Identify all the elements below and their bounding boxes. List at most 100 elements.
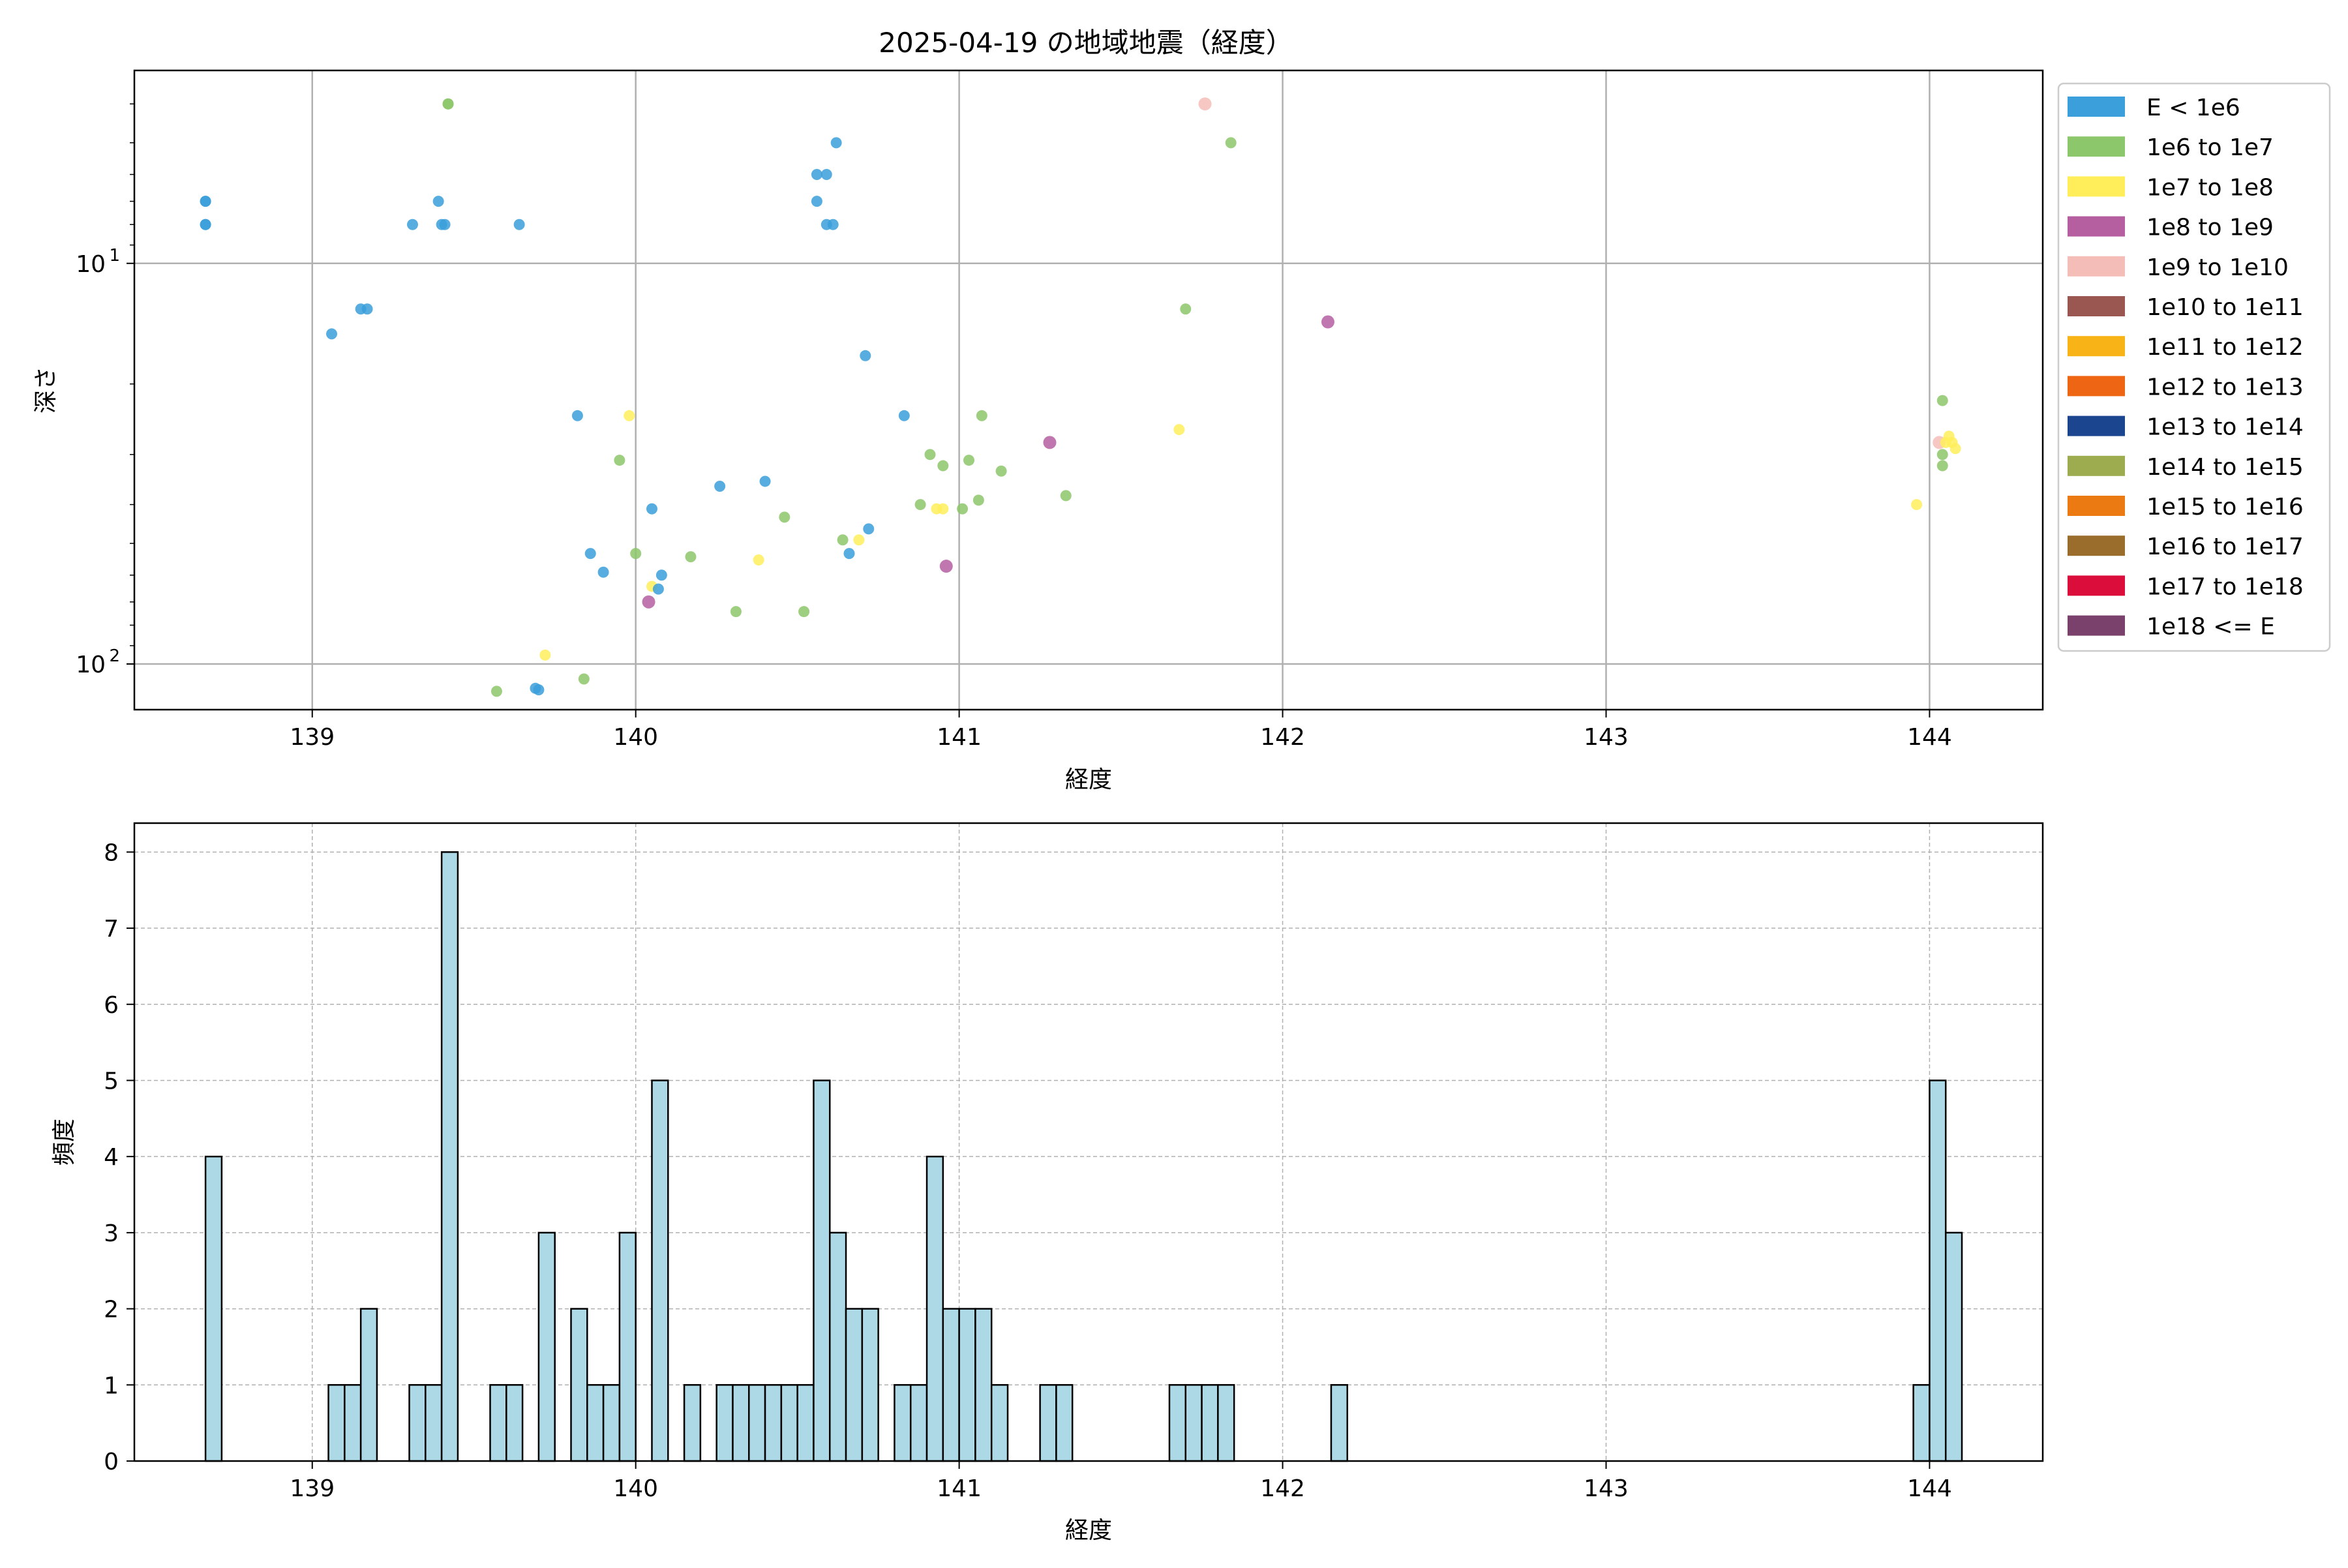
histogram-bar	[958, 1308, 976, 1462]
histogram-x-tick-label: 144	[1907, 1475, 1952, 1502]
histogram-y-tick-label: 5	[104, 1068, 119, 1094]
histogram-bar	[845, 1308, 864, 1462]
scatter-x-tick-label: 142	[1260, 724, 1305, 751]
histogram-bar	[683, 1384, 702, 1462]
histogram-bar	[651, 1079, 669, 1462]
scatter-point	[972, 494, 984, 506]
scatter-point	[1225, 137, 1237, 149]
legend-label: 1e8 to 1e9	[2146, 215, 2274, 241]
scatter-point	[830, 137, 842, 149]
legend-label: 1e7 to 1e8	[2146, 174, 2274, 201]
legend-swatch	[2068, 176, 2125, 197]
histogram-x-tick-label: 139	[290, 1475, 335, 1502]
histogram-bar	[1201, 1384, 1219, 1462]
histogram-bar	[537, 1231, 556, 1462]
scatter-point	[779, 511, 790, 523]
histogram-bar	[204, 1155, 223, 1462]
scatter-point	[853, 534, 865, 546]
legend-label: 1e14 to 1e15	[2146, 454, 2304, 481]
scatter-point	[811, 196, 822, 207]
legend-swatch	[2068, 496, 2125, 516]
scatter-plot-frame	[133, 69, 2044, 711]
histogram-x-tick-label: 140	[613, 1475, 658, 1502]
scatter-point	[1936, 395, 1948, 406]
histogram-bar	[408, 1384, 427, 1462]
scatter-point	[714, 480, 726, 492]
scatter-point	[642, 595, 655, 609]
scatter-point	[939, 560, 953, 573]
histogram-bar	[974, 1308, 993, 1462]
scatter-point	[439, 219, 451, 230]
histogram-x-tick-label: 142	[1260, 1475, 1305, 1502]
scatter-point	[655, 569, 667, 581]
histogram-bar	[796, 1384, 815, 1462]
legend-swatch	[2068, 256, 2125, 277]
legend-label: 1e12 to 1e13	[2146, 374, 2304, 400]
histogram-bar	[861, 1308, 879, 1462]
histogram-y-tick-label: 7	[104, 916, 119, 942]
legend-swatch	[2068, 216, 2125, 237]
scatter-point	[652, 583, 664, 595]
scatter-point	[630, 548, 642, 560]
scatter-point	[533, 684, 545, 696]
legend-swatch	[2068, 535, 2125, 556]
scatter-point	[798, 606, 810, 618]
scatter-point	[730, 606, 742, 618]
legend-label: 1e11 to 1e12	[2146, 334, 2304, 361]
scatter-point	[1060, 490, 1072, 502]
legend-swatch	[2068, 136, 2125, 157]
histogram-x-tick-label: 141	[937, 1475, 982, 1502]
scatter-point	[571, 410, 583, 421]
scatter-point	[924, 449, 936, 460]
scatter-x-tick-label: 144	[1907, 724, 1952, 751]
histogram-y-ticks: 0 1 2 3 4 5 6 7 8	[104, 839, 134, 1475]
scatter-point	[200, 219, 211, 230]
scatter-title: 2025-04-19 の地域地震（経度）	[879, 27, 1293, 59]
scatter-x-tick-label: 139	[290, 724, 335, 751]
scatter-point	[624, 410, 635, 421]
legend-swatch	[2068, 575, 2125, 596]
legend-label: 1e18 <= E	[2146, 614, 2275, 641]
histogram-bar	[425, 1384, 443, 1462]
scatter-point	[685, 551, 697, 563]
legend-label: 1e6 to 1e7	[2146, 134, 2274, 161]
histogram-x-tick-label: 143	[1584, 1475, 1629, 1502]
histogram-bar	[942, 1308, 960, 1462]
scatter-point	[863, 523, 875, 535]
legend-box	[2057, 82, 2331, 652]
legend-swatch	[2068, 376, 2125, 397]
histogram-bar	[813, 1079, 831, 1462]
histogram-bar	[1184, 1384, 1203, 1462]
scatter-point	[646, 503, 657, 515]
histogram-bar	[926, 1155, 944, 1462]
scatter-point	[1936, 449, 1948, 460]
scatter-point	[937, 460, 949, 472]
histogram-y-tick-label: 2	[104, 1297, 119, 1323]
legend-label: 1e10 to 1e11	[2146, 294, 2304, 321]
legend-label: 1e9 to 1e10	[2146, 254, 2289, 281]
legend-label: 1e13 to 1e14	[2146, 414, 2304, 441]
legend-swatch	[2068, 336, 2125, 357]
scatter-point	[811, 168, 822, 180]
scatter-point	[1180, 303, 1192, 315]
legend-swatch	[2068, 97, 2125, 117]
histogram-bars	[204, 851, 1963, 1462]
scatter-point	[1173, 424, 1185, 436]
scatter-point	[759, 475, 771, 487]
scatter-point	[200, 196, 211, 207]
scatter-x-tick-label: 143	[1584, 724, 1629, 751]
histogram-bar	[344, 1384, 362, 1462]
histogram-bar	[327, 1384, 346, 1462]
histogram-bar	[715, 1384, 734, 1462]
histogram-x-axis-label: 経度	[1065, 1517, 1112, 1544]
scatter-y-tick-label: 10	[76, 652, 106, 678]
legend-swatch	[2068, 455, 2125, 476]
histogram-bar	[586, 1384, 605, 1462]
histogram-bar	[909, 1384, 928, 1462]
histogram-y-tick-label: 0	[104, 1449, 119, 1475]
histogram-bar	[894, 1384, 912, 1462]
legend-label: E < 1e6	[2146, 95, 2240, 121]
histogram-bar	[618, 1231, 637, 1462]
